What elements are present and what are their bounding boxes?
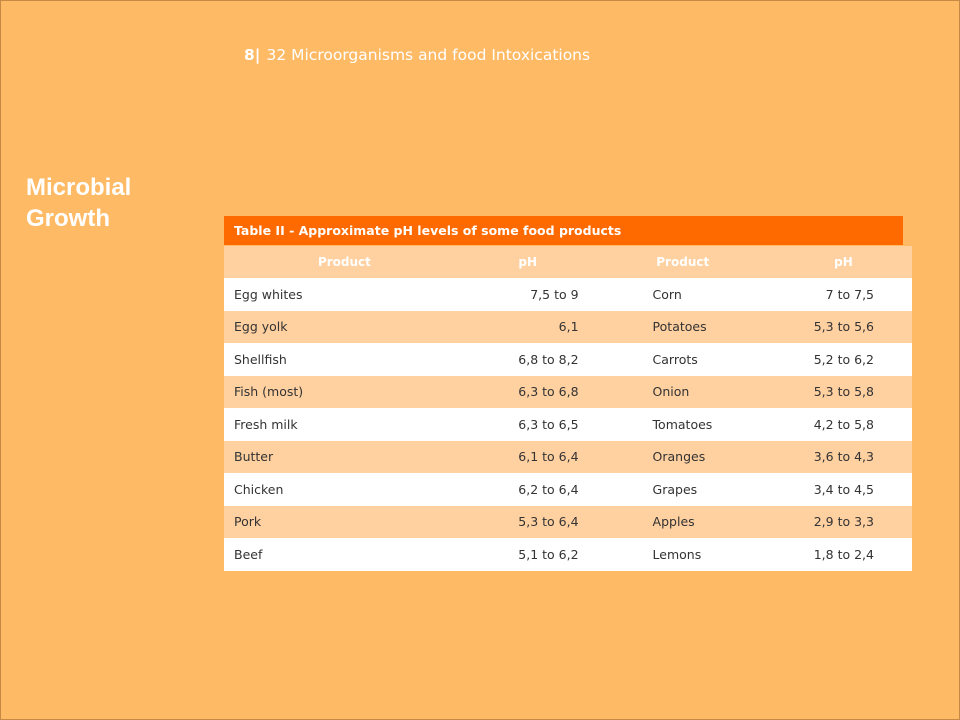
product-cell: Egg yolk: [224, 310, 465, 343]
table-row: Beef 5,1 to 6,2 Lemons 1,8 to 2,4: [224, 538, 912, 571]
table-header-row: Product pH Product pH: [224, 246, 912, 278]
product-cell: Apples: [590, 505, 775, 538]
page-header: 8| 32 Microorganisms and food Intoxicatio…: [244, 46, 590, 64]
column-header-product-2: Product: [590, 246, 775, 278]
ph-cell: 6,1 to 6,4: [464, 440, 591, 473]
product-cell: Beef: [224, 538, 465, 571]
table-row: Egg yolk 6,1 Potatoes 5,3 to 5,6: [224, 310, 912, 343]
product-cell: Fish (most): [224, 375, 465, 408]
column-header-product-1: Product: [224, 246, 465, 278]
product-cell: Potatoes: [590, 310, 775, 343]
product-cell: Butter: [224, 440, 465, 473]
ph-cell: 5,3 to 5,8: [774, 375, 912, 408]
ph-cell: 7,5 to 9: [464, 278, 591, 311]
table-row: Fresh milk 6,3 to 6,5 Tomatoes 4,2 to 5,…: [224, 408, 912, 441]
table-row: Butter 6,1 to 6,4 Oranges 3,6 to 4,3: [224, 440, 912, 473]
ph-cell: 2,9 to 3,3: [774, 505, 912, 538]
product-cell: Fresh milk: [224, 408, 465, 441]
table-row: Pork 5,3 to 6,4 Apples 2,9 to 3,3: [224, 505, 912, 538]
product-cell: Grapes: [590, 473, 775, 506]
product-cell: Egg whites: [224, 278, 465, 311]
page-number: 8: [244, 46, 255, 64]
product-cell: Onion: [590, 375, 775, 408]
product-cell: Carrots: [590, 343, 775, 376]
product-cell: Pork: [224, 505, 465, 538]
document-title: 32 Microorganisms and food Intoxications: [266, 46, 591, 64]
ph-table: Product pH Product pH Egg whites 7,5 to …: [224, 246, 912, 571]
ph-cell: 5,3 to 5,6: [774, 310, 912, 343]
ph-cell: 4,2 to 5,8: [774, 408, 912, 441]
ph-cell: 6,2 to 6,4: [464, 473, 591, 506]
table-caption: Table II - Approximate pH levels of some…: [224, 216, 903, 245]
product-cell: Lemons: [590, 538, 775, 571]
ph-cell: 6,3 to 6,5: [464, 408, 591, 441]
column-header-ph-1: pH: [464, 246, 591, 278]
product-cell: Tomatoes: [590, 408, 775, 441]
ph-cell: 3,6 to 4,3: [774, 440, 912, 473]
product-cell: Shellfish: [224, 343, 465, 376]
column-header-ph-2: pH: [774, 246, 912, 278]
ph-cell: 6,3 to 6,8: [464, 375, 591, 408]
table-row: Egg whites 7,5 to 9 Corn 7 to 7,5: [224, 278, 912, 311]
table-row: Chicken 6,2 to 6,4 Grapes 3,4 to 4,5: [224, 473, 912, 506]
ph-cell: 6,1: [464, 310, 591, 343]
ph-cell: 5,2 to 6,2: [774, 343, 912, 376]
ph-cell: 7 to 7,5: [774, 278, 912, 311]
ph-cell: 3,4 to 4,5: [774, 473, 912, 506]
ph-cell: 1,8 to 2,4: [774, 538, 912, 571]
table-row: Fish (most) 6,3 to 6,8 Onion 5,3 to 5,8: [224, 375, 912, 408]
page-separator: |: [254, 46, 261, 64]
product-cell: Oranges: [590, 440, 775, 473]
ph-cell: 5,1 to 6,2: [464, 538, 591, 571]
table-row: Shellfish 6,8 to 8,2 Carrots 5,2 to 6,2: [224, 343, 912, 376]
product-cell: Chicken: [224, 473, 465, 506]
ph-cell: 5,3 to 6,4: [464, 505, 591, 538]
product-cell: Corn: [590, 278, 775, 311]
section-title: Microbial Growth: [26, 174, 132, 232]
ph-cell: 6,8 to 8,2: [464, 343, 591, 376]
